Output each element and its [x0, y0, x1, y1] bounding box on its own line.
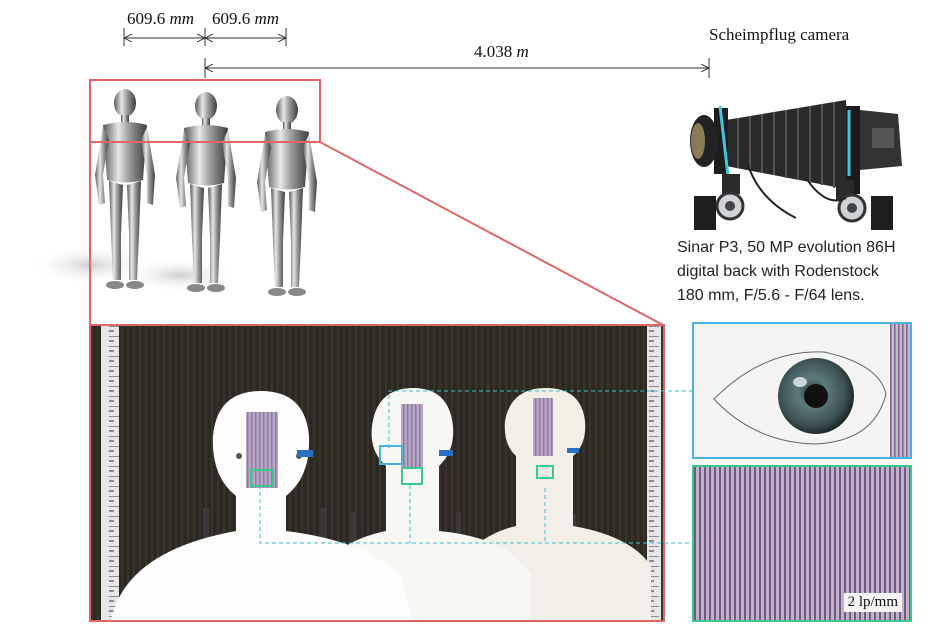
eye-outline [713, 351, 887, 445]
distance-unit: m [516, 42, 529, 61]
left-ruler [101, 326, 119, 620]
resolution-label: 2 lp/mm [843, 593, 902, 612]
bellows [726, 100, 851, 190]
dimension-lines [123, 28, 710, 78]
distance-label: 4.038 m [474, 42, 529, 62]
camera-description: Sinar P3, 50 MP evolution 86H digital ba… [677, 236, 927, 308]
camera-desc-line-3: 180 mm, F/5.6 - F/64 lens. [677, 287, 865, 304]
right-ruler [647, 326, 661, 620]
camera-desc-line-2: digital back with Rodenstock [677, 263, 879, 280]
zoom-source-box [89, 79, 321, 143]
spacing-1-label: 609.6 mm [127, 9, 194, 29]
spacing-2-unit: mm [254, 9, 280, 28]
distance-value: 4.038 [474, 42, 513, 61]
dimension-annotations: 609.6 mm 609.6 mm 4.038 m [0, 0, 935, 90]
lens-plane-marker [718, 105, 730, 177]
camera-illustration [686, 88, 910, 230]
spacing-1-unit: mm [169, 9, 195, 28]
target-photo [89, 324, 665, 622]
head-target-1 [111, 391, 411, 620]
spacing-1-value: 609.6 [127, 9, 166, 28]
spacing-2-label: 609.6 mm [212, 9, 279, 29]
resolution-strip [890, 324, 910, 457]
spacing-2-value: 609.6 [212, 9, 251, 28]
camera-desc-line-1: Sinar P3, 50 MP evolution 86H [677, 239, 896, 256]
camera-title: Scheimpflug camera [709, 25, 850, 44]
eye-inset [692, 322, 912, 459]
resolution-inset: 2 lp/mm [692, 465, 912, 622]
pupil [804, 384, 828, 408]
